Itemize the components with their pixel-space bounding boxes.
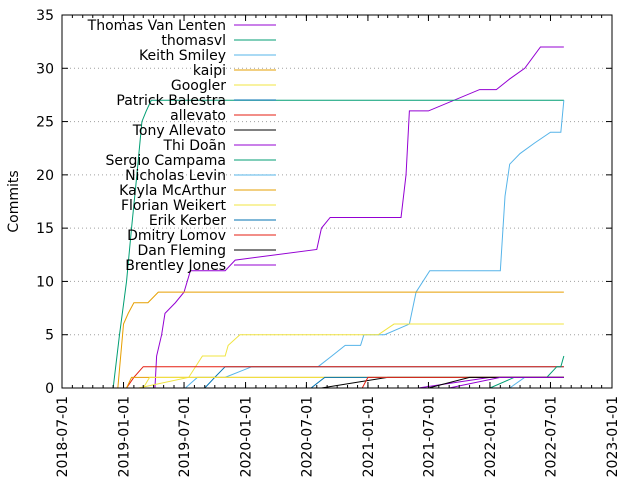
series-lines — [112, 46, 565, 389]
y-tick-label: 5 — [45, 328, 54, 344]
x-tick-label: 2021-01-01 — [361, 396, 377, 477]
series-line-0 — [154, 46, 564, 389]
y-tick-label: 0 — [45, 381, 54, 397]
x-tick-label: 2023-01-01 — [605, 396, 621, 477]
legend-label-3: kaipi — [193, 63, 226, 79]
y-tick-label: 35 — [36, 8, 54, 24]
series-line-16 — [449, 376, 564, 389]
legend-label-6: allevato — [170, 108, 226, 124]
series-line-4 — [138, 323, 564, 389]
x-tick-label: 2020-01-01 — [239, 396, 255, 477]
x-tick-label: 2021-07-01 — [421, 396, 437, 477]
legend-label-12: Florian Weikert — [121, 198, 227, 214]
x-tick-label: 2020-07-01 — [299, 396, 315, 477]
legend-label-9: Sergio Campama — [106, 153, 226, 169]
legend-label-4: Googler — [171, 78, 226, 94]
series-line-9 — [489, 355, 565, 389]
series-line-6 — [126, 366, 564, 389]
legend-label-0: Thomas Van Lenten — [87, 18, 226, 34]
series-line-2 — [185, 100, 565, 389]
legend-label-16: Brentley Jones — [125, 258, 226, 274]
legend-label-8: Thi Doãn — [162, 138, 226, 154]
x-tick-label: 2019-07-01 — [177, 396, 193, 477]
x-tick-label: 2022-07-01 — [543, 396, 559, 477]
series-line-3 — [117, 291, 564, 389]
series-line-13 — [310, 376, 564, 389]
legend-label-11: Kayla McArthur — [119, 183, 226, 199]
axes: 0 5 10 15 20 25 30 35 2018-07-01 2019-01-01 2019-0… — [36, 8, 621, 477]
series-line-1 — [112, 99, 564, 389]
y-tick-label: 20 — [36, 168, 54, 184]
y-tick-label: 10 — [36, 274, 54, 290]
legend-label-1: thomasvl — [161, 33, 226, 49]
x-tick-label: 2019-01-01 — [117, 396, 133, 477]
y-tick-label: 15 — [36, 221, 54, 237]
legend-label-13: Erik Kerber — [149, 213, 226, 229]
x-tick-label: 2018-07-01 — [55, 396, 71, 477]
y-tick-label: 30 — [36, 61, 54, 77]
legend-label-14: Dmitry Lomov — [127, 228, 226, 244]
y-axis-label: Commits — [6, 170, 22, 232]
legend-label-15: Dan Fleming — [137, 243, 226, 259]
y-tick-label: 25 — [36, 115, 54, 131]
x-tick-label: 2022-01-01 — [483, 396, 499, 477]
series-line-10 — [509, 376, 564, 389]
legend-label-5: Patrick Balestra — [116, 93, 226, 109]
legend-label-7: Tony Allevato — [132, 123, 226, 139]
legend-label-10: Nicholas Levin — [125, 168, 226, 184]
legend-label-2: Keith Smiley — [139, 48, 226, 64]
